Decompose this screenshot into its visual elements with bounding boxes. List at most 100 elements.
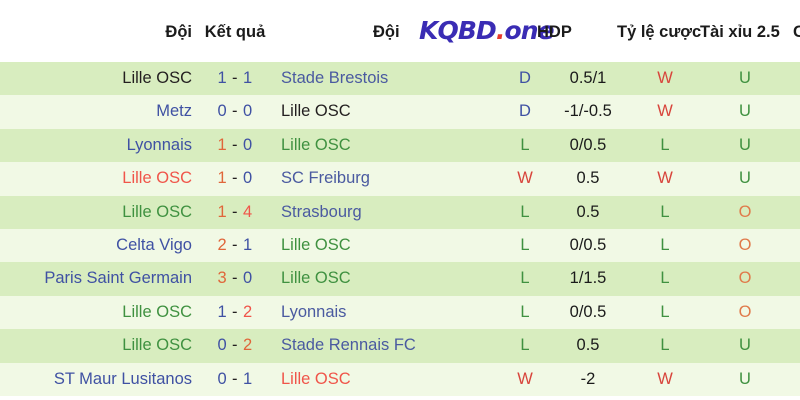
score-away: 2 bbox=[242, 336, 253, 355]
logo-text-suffix: one bbox=[504, 16, 554, 45]
score-home: 0 bbox=[217, 369, 228, 388]
score-away: 2 bbox=[242, 302, 253, 321]
result-outcome-badge: W bbox=[517, 169, 533, 188]
result-outcome-badge: L bbox=[520, 336, 530, 355]
odds-outcome-badge: W bbox=[657, 369, 673, 388]
hdp-value: 0/0.5 bbox=[569, 302, 607, 321]
table-row[interactable]: Lille OSC 1 - 4 Strasbourg L 0.5 L O bbox=[0, 195, 800, 229]
hdp-value: -1/-0.5 bbox=[564, 102, 612, 121]
home-team-name[interactable]: Lille OSC bbox=[122, 336, 192, 355]
away-team-name[interactable]: Strasbourg bbox=[281, 202, 362, 221]
match-score: 0 - 0 bbox=[194, 95, 276, 128]
away-team-name[interactable]: Lyonnais bbox=[281, 302, 347, 321]
table-row[interactable]: Paris Saint Germain 3 - 0 Lille OSC L 1/1.5 L… bbox=[0, 262, 800, 296]
odds-outcome-badge: L bbox=[660, 302, 670, 321]
result-outcome-badge: W bbox=[517, 369, 533, 388]
result-outcome-badge: L bbox=[520, 135, 530, 154]
score-away: 1 bbox=[242, 69, 253, 87]
score-away: 4 bbox=[242, 202, 253, 221]
away-team-name[interactable]: Stade Rennais FC bbox=[281, 336, 416, 355]
home-team-name[interactable]: Lille OSC bbox=[122, 169, 192, 188]
score-separator: - bbox=[227, 302, 243, 321]
score-separator: - bbox=[227, 135, 243, 154]
match-score: 1 - 0 bbox=[194, 162, 276, 195]
score-away: 1 bbox=[242, 369, 253, 388]
score-away: 0 bbox=[242, 102, 253, 121]
odds-outcome-badge: L bbox=[660, 135, 670, 154]
odds-outcome-badge: L bbox=[660, 336, 670, 355]
home-team-name[interactable]: Lyonnais bbox=[126, 135, 192, 154]
over-under-badge: U bbox=[739, 169, 751, 188]
over-under-badge: O bbox=[738, 302, 752, 321]
column-header-odds: Tỷ lệ cược bbox=[617, 23, 702, 41]
column-header-hdp: HDP bbox=[537, 23, 572, 41]
score-separator: - bbox=[227, 169, 243, 188]
over-under-badge: U bbox=[739, 102, 751, 121]
result-outcome-badge: L bbox=[520, 269, 530, 288]
match-score: 1 - 1 bbox=[194, 62, 276, 95]
away-team-name[interactable]: Stade Brestois bbox=[281, 69, 389, 87]
column-header-away-team: Đội bbox=[373, 23, 400, 41]
odds-outcome-badge: L bbox=[660, 202, 670, 221]
table-row[interactable]: ST Maur Lusitanos 0 - 1 Lille OSC W -2 W U bbox=[0, 362, 800, 396]
table-row[interactable]: Metz 0 - 0 Lille OSC D -1/-0.5 W U bbox=[0, 95, 800, 129]
away-team-name[interactable]: SC Freiburg bbox=[281, 169, 370, 188]
home-team-name[interactable]: Lille OSC bbox=[122, 69, 192, 87]
logo-text-primary: KQBD bbox=[419, 16, 497, 45]
table-row[interactable]: Lyonnais 1 - 0 Lille OSC L 0/0.5 L U bbox=[0, 128, 800, 163]
score-separator: - bbox=[227, 235, 243, 254]
odds-outcome-badge: L bbox=[660, 235, 670, 254]
match-score: 1 - 0 bbox=[194, 129, 276, 162]
table-row[interactable]: Lille OSC 1 - 2 Lyonnais L 0/0.5 L O bbox=[0, 295, 800, 330]
score-away: 1 bbox=[242, 235, 253, 254]
home-team-name[interactable]: Lille OSC bbox=[122, 302, 192, 321]
score-separator: - bbox=[227, 102, 243, 121]
hdp-value: -2 bbox=[580, 369, 596, 388]
odds-outcome-badge: W bbox=[657, 169, 673, 188]
odds-outcome-badge: W bbox=[657, 69, 673, 87]
over-under-badge: U bbox=[739, 336, 751, 355]
match-score: 0 - 2 bbox=[194, 329, 276, 362]
logo-dot: . bbox=[495, 16, 505, 45]
hdp-value: 0.5 bbox=[576, 202, 600, 221]
column-header-cut-off: C bbox=[793, 23, 800, 41]
hdp-value: 0.5/1 bbox=[569, 69, 607, 87]
column-header-result: Kết quả bbox=[204, 23, 266, 41]
table-row[interactable]: Lille OSC 1 - 1 Stade Brestois D 0.5/1 W U bbox=[0, 62, 800, 96]
table-row[interactable]: Lille OSC 1 - 0 SC Freiburg W 0.5 W U bbox=[0, 162, 800, 196]
home-team-name[interactable]: Paris Saint Germain bbox=[44, 269, 192, 288]
score-home: 1 bbox=[217, 302, 228, 321]
away-team-name[interactable]: Lille OSC bbox=[281, 369, 351, 388]
over-under-badge: O bbox=[738, 202, 752, 221]
away-team-name[interactable]: Lille OSC bbox=[281, 269, 351, 288]
away-team-name[interactable]: Lille OSC bbox=[281, 102, 351, 121]
over-under-badge: U bbox=[739, 69, 751, 87]
table-body: Lille OSC 1 - 1 Stade Brestois D 0.5/1 W U Metz… bbox=[0, 62, 800, 400]
odds-outcome-badge: W bbox=[657, 102, 673, 121]
column-header-over-under: Tài xỉu 2.5 bbox=[700, 23, 780, 41]
table-row[interactable]: Celta Vigo 2 - 1 Lille OSC L 0/0.5 L O bbox=[0, 228, 800, 263]
score-separator: - bbox=[227, 269, 243, 288]
result-outcome-badge: L bbox=[520, 202, 530, 221]
home-team-name[interactable]: Lille OSC bbox=[122, 202, 192, 221]
result-outcome-badge: D bbox=[519, 102, 531, 121]
table-header: Đội Kết quả Đội KQBD.one HDP Tỷ lệ cược … bbox=[0, 0, 800, 62]
match-score: 1 - 2 bbox=[194, 296, 276, 329]
home-team-name[interactable]: Celta Vigo bbox=[116, 235, 192, 254]
score-home: 1 bbox=[217, 202, 228, 221]
home-team-name[interactable]: ST Maur Lusitanos bbox=[53, 369, 192, 388]
table-row[interactable]: Lille OSC 0 - 2 Stade Rennais FC L 0.5 L U bbox=[0, 329, 800, 363]
match-score: 2 - 1 bbox=[194, 229, 276, 262]
hdp-value: 0.5 bbox=[576, 169, 600, 188]
over-under-badge: O bbox=[738, 269, 752, 288]
score-separator: - bbox=[227, 202, 243, 221]
hdp-value: 0.5 bbox=[576, 336, 600, 355]
over-under-badge: U bbox=[739, 135, 751, 154]
away-team-name[interactable]: Lille OSC bbox=[281, 135, 351, 154]
over-under-badge: O bbox=[738, 235, 752, 254]
home-team-name[interactable]: Metz bbox=[156, 102, 192, 121]
score-home: 1 bbox=[217, 169, 228, 188]
result-outcome-badge: L bbox=[520, 235, 530, 254]
away-team-name[interactable]: Lille OSC bbox=[281, 235, 351, 254]
